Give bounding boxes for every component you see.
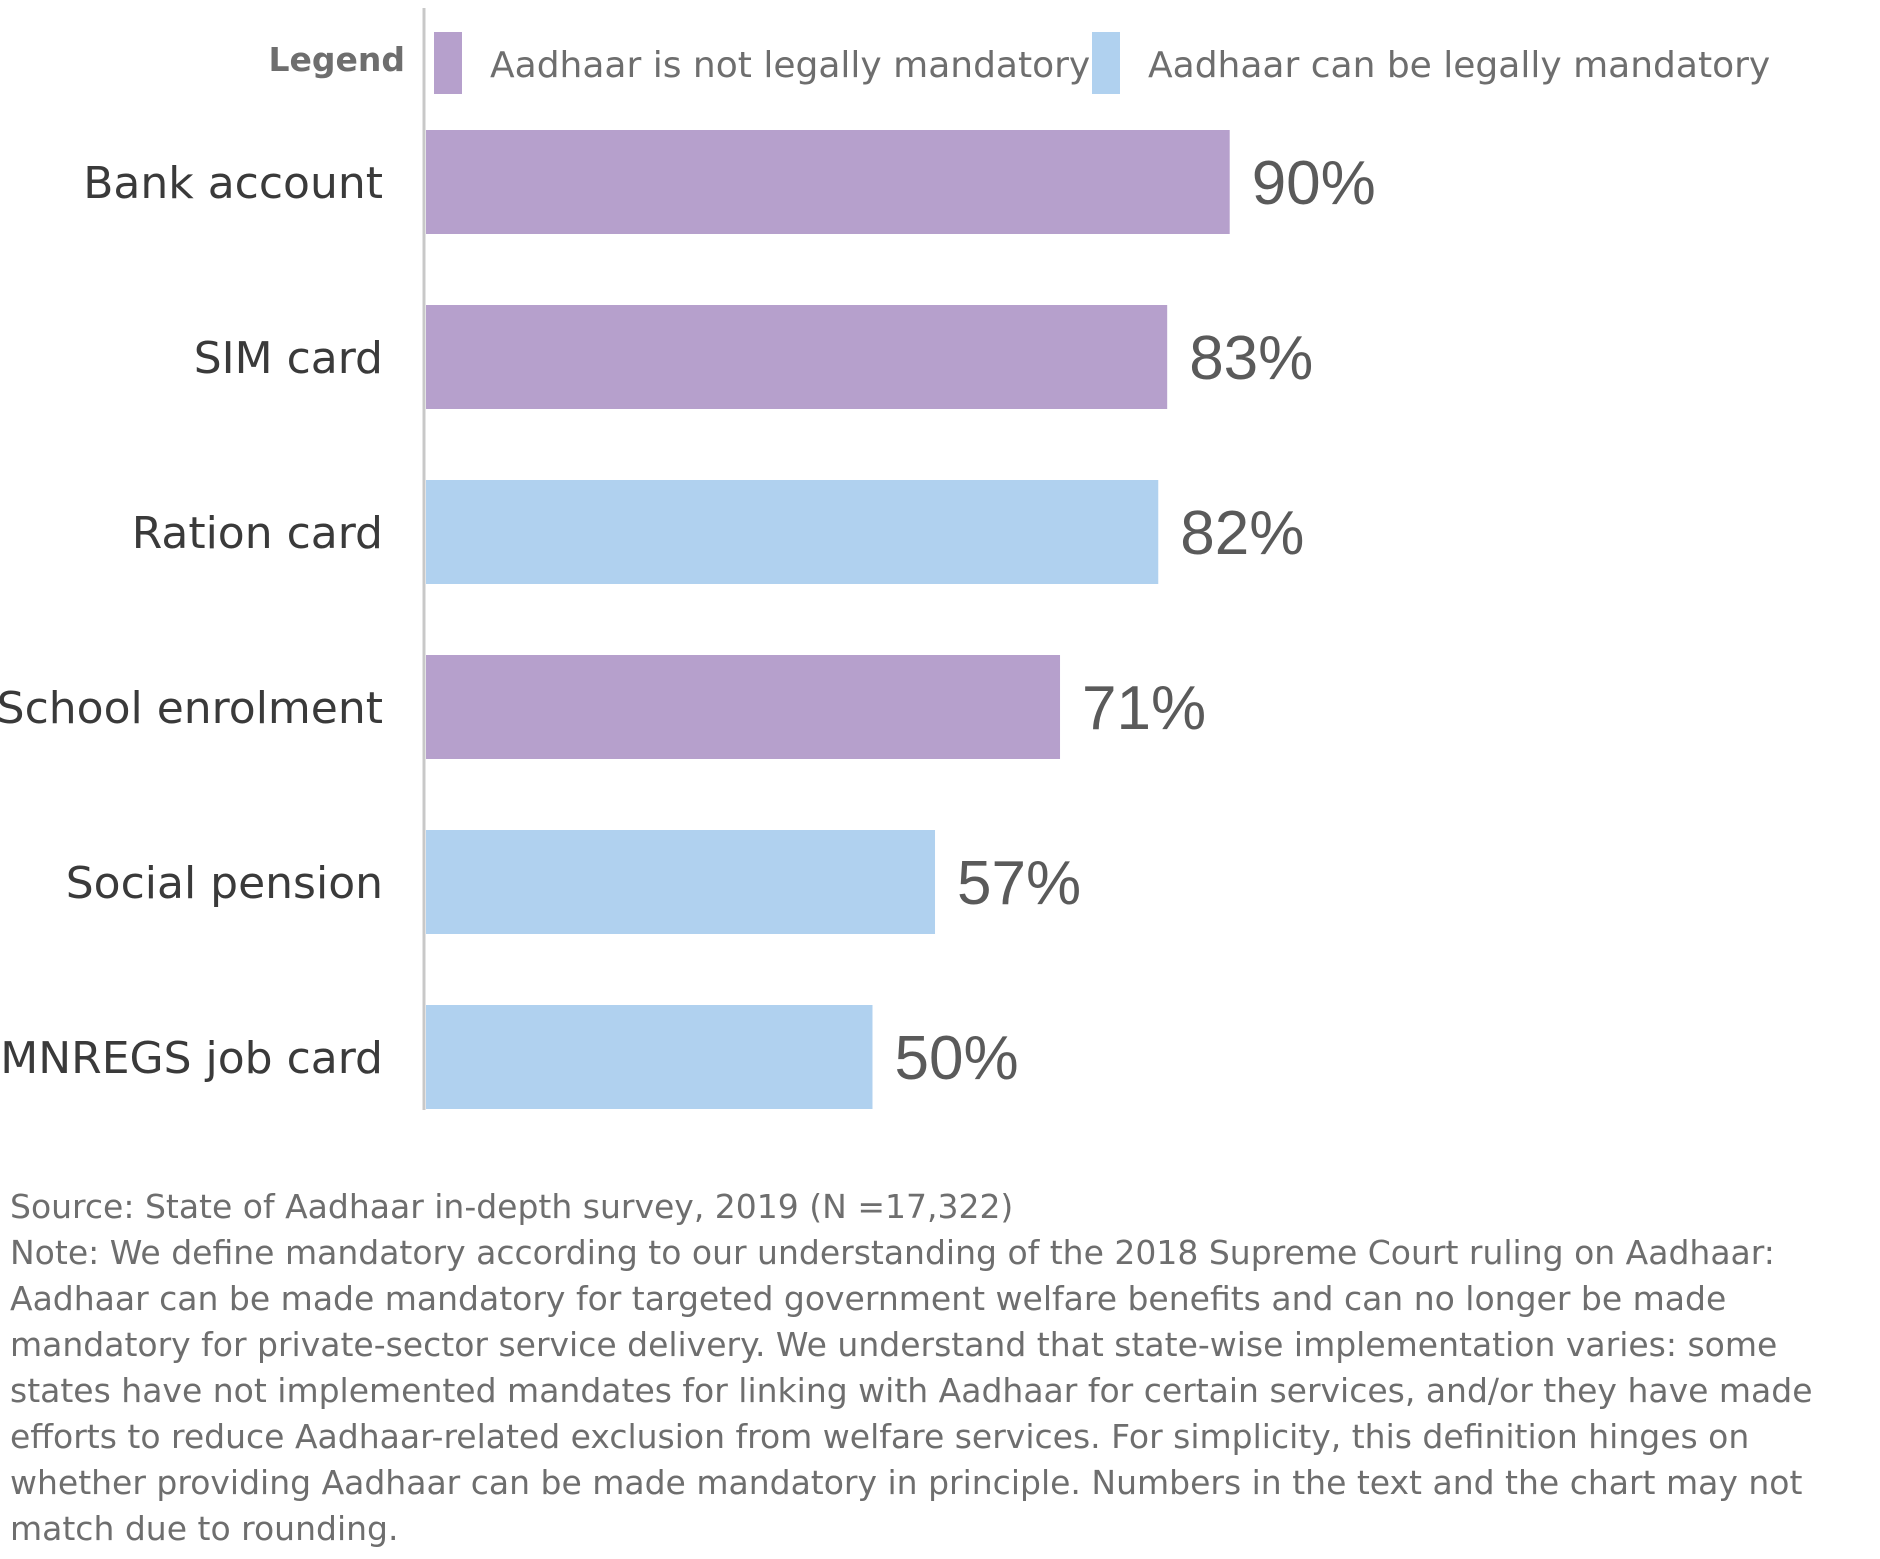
bar-sim-card (426, 305, 1168, 409)
legend-label-not_mandatory: Aadhaar is not legally mandatory (490, 45, 1090, 86)
value-label-social-pension: 57% (957, 849, 1081, 918)
value-label-school-enrolment: 71% (1082, 674, 1206, 743)
category-label-mnregs-job-card: MNREGS job card (0, 1033, 383, 1084)
legend-swatch-mandatory (1092, 32, 1120, 94)
value-label-mnregs-job-card: 50% (895, 1024, 1019, 1093)
legend-title: Legend (268, 40, 405, 79)
legend-label-mandatory: Aadhaar can be legally mandatory (1148, 45, 1770, 86)
bar-social-pension (426, 830, 936, 934)
bar-school-enrolment (426, 655, 1061, 759)
category-label-ration-card: Ration card (132, 508, 383, 559)
category-label-sim-card: SIM card (194, 333, 383, 384)
bar-chart: Legend Aadhaar is not legally mandatory A… (0, 8, 1770, 1110)
legend-swatch-not_mandatory (434, 32, 462, 94)
category-label-bank-account: Bank account (83, 158, 383, 209)
value-label-sim-card: 83% (1189, 324, 1313, 393)
bar-ration-card (426, 480, 1159, 584)
chart-notes: Source: State of Aadhaar in-depth survey… (10, 1184, 1870, 1552)
category-label-social-pension: Social pension (66, 858, 383, 909)
value-label-bank-account: 90% (1252, 149, 1376, 218)
explanatory-note: Note: We define mandatory according to o… (10, 1233, 1813, 1548)
bars: Bank account 90% SIM card 83% Ration card 82%… (0, 130, 1376, 1109)
value-label-ration-card: 82% (1180, 499, 1304, 568)
category-label-school-enrolment: School enrolment (0, 683, 383, 734)
bar-bank-account (426, 130, 1230, 234)
bar-mnregs-job-card (426, 1005, 873, 1109)
source-note: Source: State of Aadhaar in-depth survey… (10, 1187, 1014, 1226)
legend: Legend Aadhaar is not legally mandatory A… (268, 32, 1770, 94)
